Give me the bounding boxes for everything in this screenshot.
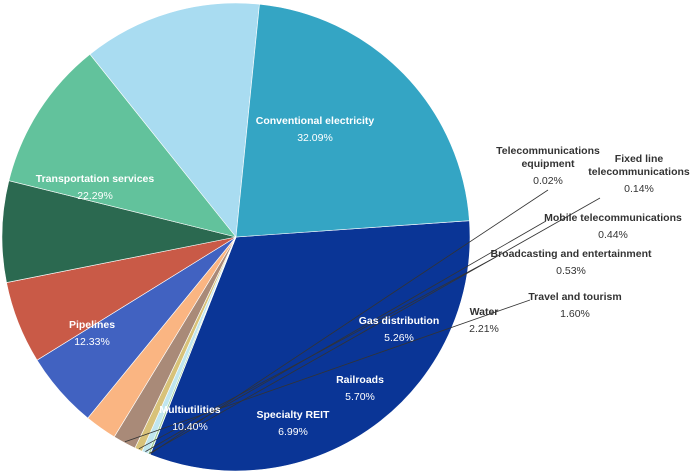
slice-name: equipment [521, 158, 575, 170]
slice-value: 6.99% [278, 426, 308, 438]
slice-value: 12.33% [74, 336, 110, 348]
slice-value: 5.70% [345, 391, 375, 403]
pie-slice-pipelines [89, 2, 260, 238]
slice-name: Pipelines [69, 319, 115, 331]
leader-line-broadcasting-and-entertainment [138, 256, 497, 450]
leader-line-mobile-telecommunications [145, 220, 547, 452]
slice-name: Telecommunications [496, 145, 600, 157]
pie-slice-multiutilities [8, 53, 237, 238]
slice-name: telecommunications [588, 166, 690, 178]
slice-value: 10.40% [172, 421, 208, 433]
slice-name: Fixed line [615, 153, 664, 165]
slice-value: 5.26% [384, 332, 414, 344]
pie-slice-conventional-electricity [149, 220, 471, 471]
pie-slices [1, 2, 471, 471]
slice-label-specialty-reit: Specialty REIT 6.99% [257, 409, 331, 438]
slice-name: Gas distribution [359, 315, 440, 327]
slice-name: Travel and tourism [528, 291, 621, 303]
pie-slice-transportation-services [235, 3, 470, 238]
leader-line-fixed-line-telecommunications [149, 197, 601, 454]
slice-value: 22.29% [77, 190, 113, 202]
slice-label-pipelines: Pipelines 12.33% [69, 319, 115, 348]
slice-label-fixed-line-telecommunications: Fixed line telecommunications 0.14% [588, 153, 690, 195]
slice-value: 0.53% [556, 265, 586, 277]
slice-value: 2.21% [469, 323, 499, 335]
slice-label-telecommunications-equipment: Telecommunications equipment 0.02% [496, 145, 600, 187]
slice-labels: Conventional electricity 32.09% Telecommun… [36, 115, 690, 438]
leader-lines [124, 189, 601, 455]
slice-label-gas-distribution: Gas distribution 5.26% [359, 315, 440, 344]
slice-value: 0.14% [624, 183, 654, 195]
pie-slice-specialty-reit [1, 180, 237, 283]
slice-label-broadcasting-and-entertainment: Broadcasting and entertainment 0.53% [490, 248, 652, 277]
slice-label-transportation-services: Transportation services 22.29% [36, 173, 155, 202]
slice-label-water: Water 2.21% [469, 306, 499, 335]
slice-name: Specialty REIT [257, 409, 331, 421]
slice-value: 0.02% [533, 175, 563, 187]
slice-value: 32.09% [297, 132, 333, 144]
slice-name: Mobile telecommunications [544, 212, 682, 224]
slice-label-travel-and-tourism: Travel and tourism 1.60% [528, 291, 621, 320]
slice-name: Multiutilities [159, 404, 220, 416]
slice-label-mobile-telecommunications: Mobile telecommunications 0.44% [544, 212, 682, 241]
slice-label-conventional-electricity: Conventional electricity 32.09% [256, 115, 375, 144]
slice-name: Water [470, 306, 499, 318]
slice-value: 1.60% [560, 308, 590, 320]
slice-name: Conventional electricity [256, 115, 375, 127]
slice-value: 0.44% [598, 229, 628, 241]
slice-label-railroads: Railroads 5.70% [336, 374, 384, 403]
slice-label-multiutilities: Multiutilities 10.40% [159, 404, 220, 433]
leader-line-travel-and-tourism [124, 299, 531, 443]
slice-name: Transportation services [36, 173, 155, 185]
slice-name: Railroads [336, 374, 384, 386]
slice-name: Broadcasting and entertainment [490, 248, 652, 260]
